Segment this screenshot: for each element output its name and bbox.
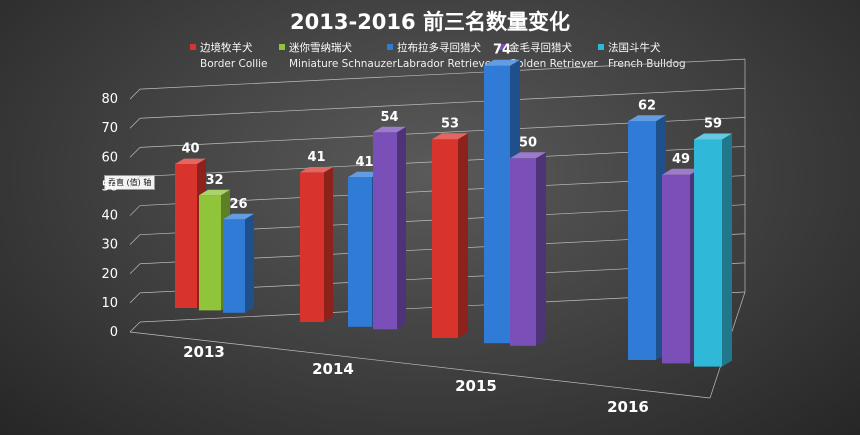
gridline (139, 58, 746, 90)
bar-side (397, 126, 406, 330)
y-tick-label: 50 (101, 179, 118, 194)
y-tick-label: 40 (101, 209, 118, 224)
bar (199, 195, 221, 311)
legend-item[interactable]: 金毛寻回猎犬 Golden Retriever (499, 40, 598, 70)
bar-top (300, 166, 333, 173)
gridline (129, 176, 141, 187)
data-label: 41 (307, 150, 325, 165)
bar-top (175, 158, 206, 164)
bar (662, 174, 690, 364)
y-tick-label: 60 (101, 150, 118, 165)
legend-label-en: Border Collie (200, 58, 268, 70)
bar (432, 139, 458, 338)
bar-side (458, 133, 468, 338)
chart-title: 2013-2016 前三名数量变化 (290, 10, 570, 34)
bar-side (245, 213, 254, 313)
gridline (129, 88, 141, 100)
data-label: 54 (380, 110, 398, 125)
y-axis-label-tooltip: 垂直 (值) 轴 (104, 175, 156, 190)
bar-side (722, 133, 732, 367)
gridline (129, 147, 141, 158)
data-label: 41 (355, 155, 373, 170)
bar (175, 164, 197, 308)
bar-top (694, 133, 732, 140)
bar-top (484, 59, 520, 66)
y-tick-label: 10 (101, 296, 118, 311)
x-category-label: 2013 (183, 343, 225, 361)
legend-label-en: Labrador Retriever (397, 58, 496, 70)
legend-swatch (387, 44, 393, 50)
bar-top (510, 152, 546, 159)
bar (628, 121, 656, 360)
legend-item[interactable]: 拉布拉多寻回猎犬 Labrador Retriever (387, 40, 496, 70)
gridline (139, 87, 746, 119)
bar-top (348, 171, 381, 178)
data-label: 74 (493, 43, 511, 58)
data-label: 26 (229, 197, 247, 212)
bar-top (662, 168, 700, 175)
data-label: 32 (205, 173, 223, 188)
legend-label-zh: 拉布拉多寻回猎犬 (397, 42, 481, 54)
gridline (129, 117, 141, 129)
gridline (129, 234, 141, 245)
bar (373, 132, 397, 330)
legend-label-zh: 法国斗牛犬 (608, 42, 661, 54)
gridline (129, 321, 141, 333)
bar (223, 219, 245, 313)
legend-label-en: Miniature Schnauzer (289, 58, 397, 70)
y-tick-label: 70 (101, 121, 118, 136)
legend-label-zh: 金毛寻回猎犬 (509, 42, 572, 54)
bar (694, 139, 722, 367)
y-tick-label: 20 (101, 267, 118, 282)
data-label: 49 (672, 152, 690, 167)
data-label: 50 (519, 135, 537, 150)
data-label: 62 (638, 98, 656, 113)
legend-label-zh: 边境牧羊犬 (200, 42, 253, 54)
bar-top (223, 213, 254, 220)
floor-front-edge (129, 331, 711, 399)
x-category-label: 2014 (312, 360, 354, 378)
legend-swatch (190, 44, 196, 50)
legend-label-en: Golden Retriever (509, 58, 598, 70)
data-label: 53 (441, 116, 459, 131)
x-category-label: 2016 (607, 398, 649, 416)
bar (484, 65, 510, 344)
x-category-label: 2015 (455, 377, 497, 395)
bar-top (628, 115, 666, 122)
legend-item[interactable]: 迷你雪纳瑞犬 Miniature Schnauzer (279, 40, 397, 70)
gridline (129, 205, 141, 216)
bar (348, 177, 372, 327)
y-tick-label: 30 (101, 238, 118, 253)
bar (510, 158, 536, 346)
gridline (129, 263, 141, 275)
legend-label-zh: 迷你雪纳瑞犬 (289, 42, 352, 54)
bar-side (536, 152, 546, 346)
bar (300, 172, 324, 322)
legend-swatch (598, 44, 604, 50)
legend-swatch (499, 44, 505, 50)
bar-top (432, 133, 468, 140)
bar-side (324, 166, 333, 322)
legend-item[interactable]: 边境牧羊犬 Border Collie (190, 40, 268, 70)
y-tick-label: 0 (110, 325, 118, 340)
bar-top (199, 189, 230, 196)
gridline (129, 292, 141, 304)
data-label: 40 (181, 142, 199, 157)
data-label: 59 (704, 116, 722, 131)
y-tick-label: 80 (101, 92, 118, 107)
bar-top (373, 126, 406, 133)
legend-swatch (279, 44, 285, 50)
